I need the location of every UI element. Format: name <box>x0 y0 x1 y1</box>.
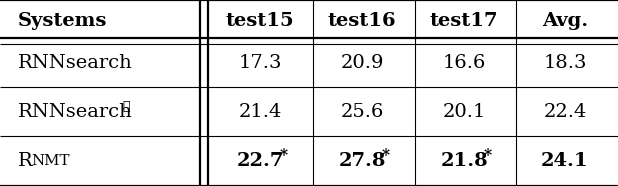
Text: NMT: NMT <box>31 154 69 168</box>
Text: 25.6: 25.6 <box>341 103 384 121</box>
Text: test17: test17 <box>430 12 498 30</box>
Text: Systems: Systems <box>18 12 108 30</box>
Text: 22.4: 22.4 <box>543 103 586 121</box>
Text: 27.8: 27.8 <box>338 152 386 170</box>
Text: 17.3: 17.3 <box>239 54 282 72</box>
Text: RNNsearch: RNNsearch <box>18 103 133 121</box>
Text: 22.7: 22.7 <box>236 152 284 170</box>
Text: 21.4: 21.4 <box>239 103 282 121</box>
Text: *: * <box>280 147 288 163</box>
Text: 18.3: 18.3 <box>543 54 586 72</box>
Text: test15: test15 <box>226 12 294 30</box>
Text: *: * <box>484 147 492 163</box>
Text: 16.6: 16.6 <box>442 54 486 72</box>
Text: 24.1: 24.1 <box>541 152 589 170</box>
Text: test16: test16 <box>328 12 396 30</box>
Text: 21.8: 21.8 <box>440 152 488 170</box>
Text: *: * <box>382 147 390 163</box>
Text: R: R <box>18 152 33 170</box>
Text: RNNsearch: RNNsearch <box>18 54 133 72</box>
Text: ★: ★ <box>122 100 130 113</box>
Text: 20.1: 20.1 <box>442 103 486 121</box>
Text: Avg.: Avg. <box>542 12 588 30</box>
Text: 20.9: 20.9 <box>341 54 384 72</box>
